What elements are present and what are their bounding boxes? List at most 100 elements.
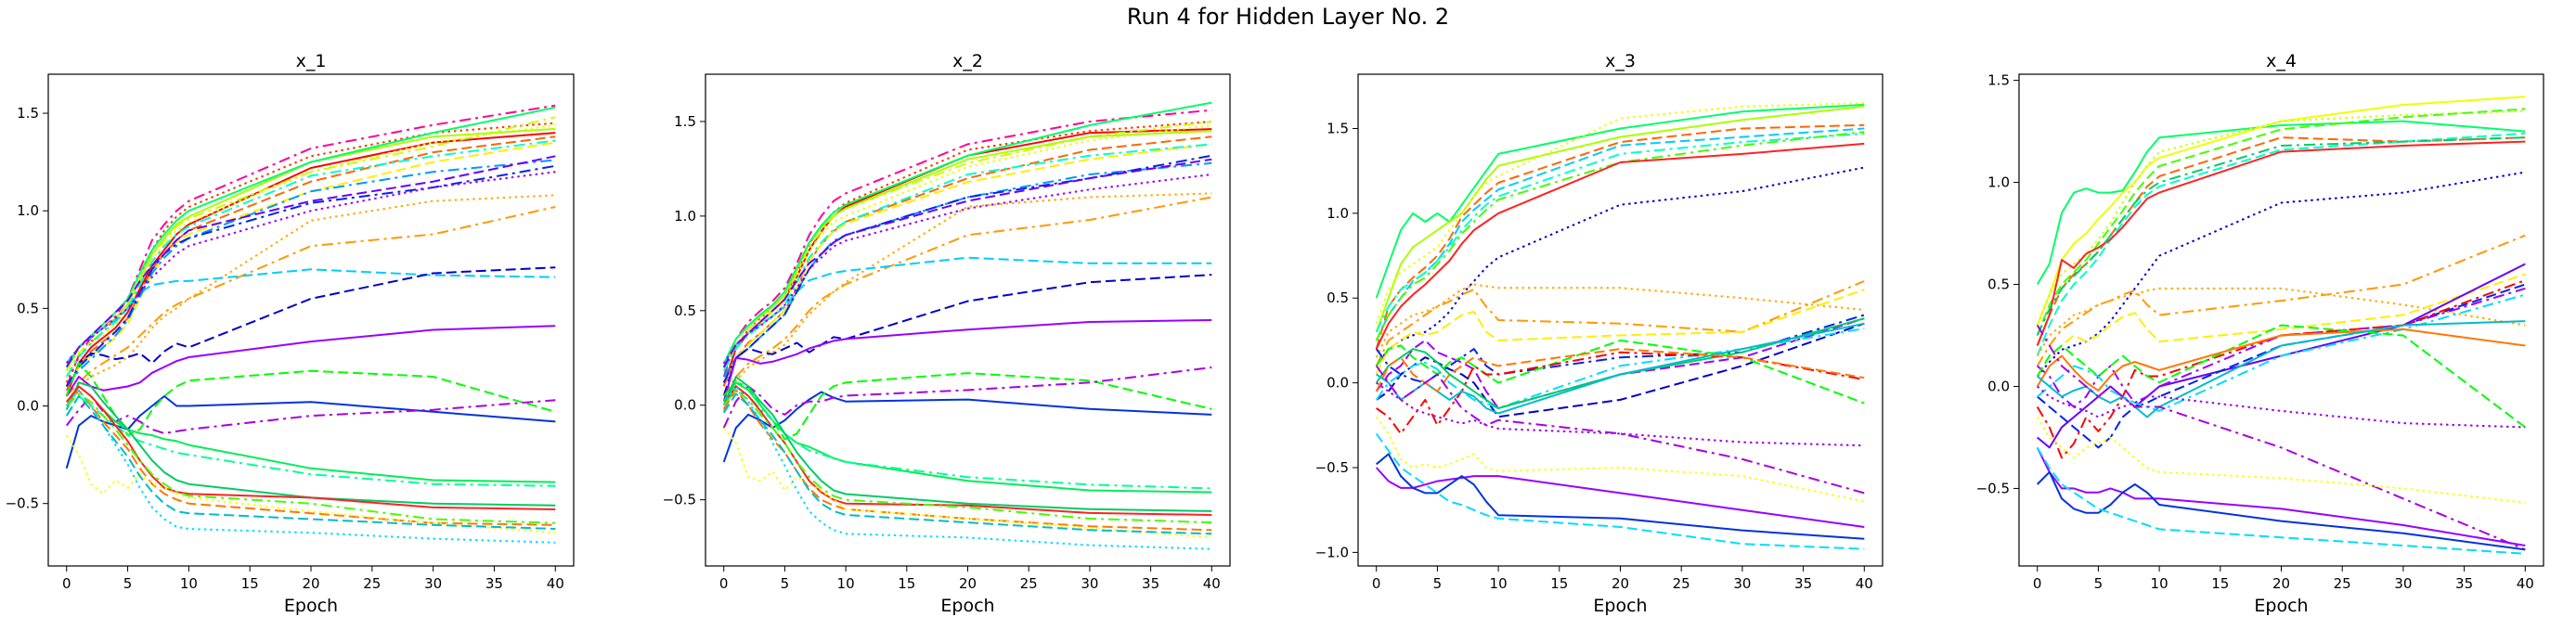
series-line-8 <box>722 124 1212 368</box>
series-line-2 <box>2036 96 2526 326</box>
series-line-30 <box>65 389 556 544</box>
series-line-7 <box>2036 140 2526 346</box>
subplot-title: x_3 <box>1605 51 1636 71</box>
series-line-6 <box>1375 133 1865 333</box>
series-line-28 <box>66 392 556 524</box>
series-line-21 <box>65 362 556 437</box>
series-line-8 <box>1375 142 1865 350</box>
x-axis-label: Epoch <box>2254 596 2308 616</box>
series-group <box>722 101 1212 550</box>
series-line-20 <box>1376 322 1865 415</box>
series-line-11 <box>2036 287 2526 357</box>
x-tick-label: 40 <box>547 575 564 592</box>
series-line-21 <box>2037 385 2526 429</box>
x-tick-label: 20 <box>959 575 977 592</box>
y-tick-label: 0.5 <box>1987 276 2010 293</box>
series-line-15 <box>722 274 1212 396</box>
series-line-23 <box>2036 416 2526 504</box>
series-line-27 <box>1375 432 1865 550</box>
x-tick-label: 10 <box>2151 575 2168 592</box>
x-tick-label: 25 <box>1673 575 1690 592</box>
series-line-7 <box>1375 131 1865 341</box>
series-line-31 <box>722 392 1212 535</box>
series-line-26 <box>65 385 556 510</box>
series-line-12 <box>722 143 1212 372</box>
series-line-2 <box>1375 105 1865 333</box>
series-line-5 <box>65 206 556 397</box>
series-line-7 <box>722 143 1212 383</box>
x-tick-label: 15 <box>1550 575 1568 592</box>
x-tick-label: 10 <box>1490 575 1508 592</box>
series-line-24 <box>722 385 1212 490</box>
series-line-26 <box>2036 446 2526 555</box>
series-line-6 <box>65 194 556 403</box>
subplot-x-3: x_3 0 5 10 15 20 25 30 35 40 −1.0 −0.5 0.0 0.5 1.0 1.5 E… <box>1315 51 1883 616</box>
y-tick-label: 1.5 <box>1987 72 2010 89</box>
series-line-24 <box>2036 446 2526 546</box>
x-tick-label: 35 <box>1794 575 1812 592</box>
series-group <box>2036 96 2526 555</box>
x-tick-label: 20 <box>302 575 319 592</box>
y-tick-label: 0.0 <box>17 398 39 415</box>
series-line-15 <box>65 266 556 397</box>
series-line-12 <box>2036 273 2526 378</box>
series-line-17 <box>722 158 1212 368</box>
series-line-18 <box>722 319 1212 402</box>
x-axis-label: Epoch <box>940 596 994 616</box>
y-tick-label: 1.0 <box>674 208 696 225</box>
series-line-25 <box>1375 467 1865 528</box>
series-line-3 <box>1375 102 1865 325</box>
series-line-18 <box>2036 324 2526 429</box>
series-line-23 <box>1375 365 1865 495</box>
series-line-15 <box>2037 287 2526 408</box>
series-line-6 <box>722 192 1212 397</box>
subplot-title: x_4 <box>2266 51 2297 71</box>
x-tick-label: 0 <box>1372 575 1381 592</box>
x-tick-label: 20 <box>1612 575 1629 592</box>
series-line-5 <box>2036 136 2526 346</box>
series-line-1 <box>65 132 556 397</box>
x-tick-label: 5 <box>1433 575 1443 592</box>
x-tick-label: 35 <box>2455 575 2473 592</box>
x-tick-label: 25 <box>2334 575 2351 592</box>
series-line-13 <box>722 256 1212 365</box>
series-line-28 <box>722 389 1212 524</box>
x-tick-label: 0 <box>719 575 729 592</box>
series-line-22 <box>722 366 1212 429</box>
series-line-29 <box>722 427 1212 539</box>
y-tick-label: 0.5 <box>674 302 696 319</box>
series-line-1 <box>722 128 1212 387</box>
series-line-16 <box>1375 328 1865 409</box>
series-line-16 <box>2036 279 2526 459</box>
series-line-17 <box>65 155 556 368</box>
x-axis-label: Epoch <box>284 596 338 616</box>
series-line-1 <box>1375 103 1865 299</box>
series-line-11 <box>65 106 556 368</box>
series-line-9 <box>65 116 556 378</box>
y-tick-label: −0.5 <box>1976 480 2010 496</box>
y-tick-label: −0.5 <box>6 495 39 512</box>
series-line-22 <box>1376 381 1865 447</box>
series-line-15 <box>1375 317 1865 409</box>
series-line-19 <box>65 171 556 364</box>
series-line-2 <box>722 109 1212 378</box>
x-tick-label: 15 <box>241 575 259 592</box>
series-line-21 <box>1375 348 1865 392</box>
series-line-29 <box>65 434 556 534</box>
x-tick-label: 25 <box>363 575 381 592</box>
figure-title: Run 4 for Hidden Layer No. 2 <box>1126 4 1450 30</box>
subplot-x-2: x_2 0 5 10 15 20 25 30 35 40 −0.5 0.0 0.5 1.0 1.5 Epoch <box>663 51 1231 616</box>
series-line-23 <box>722 381 1212 494</box>
series-line-14 <box>65 159 556 388</box>
x-tick-label: 5 <box>2094 575 2104 592</box>
x-tick-label: 30 <box>1081 575 1098 592</box>
x-tick-label: 5 <box>123 575 133 592</box>
series-line-9 <box>2036 171 2526 378</box>
x-tick-label: 40 <box>2517 575 2534 592</box>
x-tick-label: 25 <box>1020 575 1038 592</box>
series-group <box>65 104 556 544</box>
series-line-22 <box>2036 324 2526 551</box>
x-tick-label: 15 <box>898 575 915 592</box>
series-line-4 <box>1375 123 1865 350</box>
